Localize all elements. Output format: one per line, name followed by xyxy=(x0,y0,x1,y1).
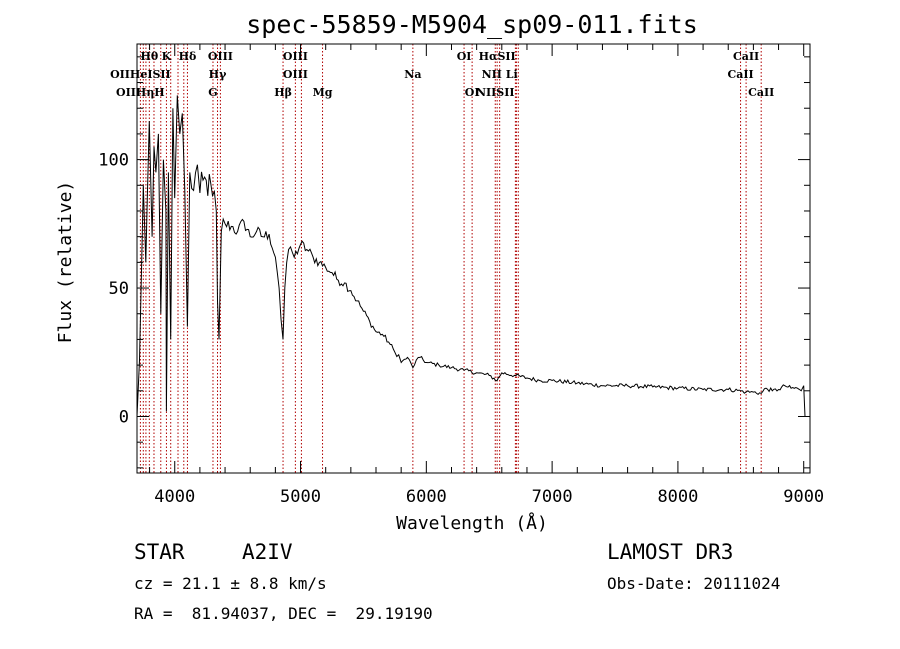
y-axis-label: Flux (relative) xyxy=(55,181,76,344)
x-tick-label: 9000 xyxy=(783,487,824,507)
x-tick-label: 8000 xyxy=(657,487,698,507)
object-class: STAR xyxy=(134,540,185,564)
y-tick-label: 50 xyxy=(109,279,129,299)
redshift-readout: cz = 21.1 ± 8.8 km/s xyxy=(134,574,327,593)
line-label: OI xyxy=(465,86,480,99)
y-tick-label: 100 xyxy=(98,151,129,171)
line-label: Hδ xyxy=(179,50,197,63)
line-label: Hθ xyxy=(140,50,158,63)
x-tick-label: 4000 xyxy=(154,487,195,507)
observation-date: Obs-Date: 20111024 xyxy=(607,574,781,593)
line-label: Na xyxy=(404,68,421,81)
line-label: NII Li xyxy=(482,68,518,81)
emission-line-markers xyxy=(139,44,762,473)
x-tick-label: 5000 xyxy=(280,487,321,507)
line-label: CaII xyxy=(733,50,759,63)
y-tick-label: 0 xyxy=(119,407,129,427)
line-label: OIII xyxy=(283,68,308,81)
spectrum-line xyxy=(136,95,806,417)
line-label: G xyxy=(208,86,217,99)
x-tick-label: 7000 xyxy=(532,487,573,507)
line-label: CaII xyxy=(748,86,774,99)
coordinates-readout: RA = 81.94037, DEC = 29.19190 xyxy=(134,604,433,623)
line-label: OIII xyxy=(283,50,308,63)
plot-frame xyxy=(136,43,811,474)
emission-line-labels: Hθ K Hδ OIII OIII OI HαSII CaII OIIHeISII Hγ OIII N… xyxy=(110,50,774,99)
line-label: Hγ xyxy=(209,68,227,81)
x-axis-label: Wavelength (Å) xyxy=(396,512,548,534)
line-label: OIIHeISII xyxy=(110,68,171,81)
axis-ticks: 4000 5000 6000 7000 8000 9000 0 50 100 xyxy=(98,44,824,507)
line-label: NIISII xyxy=(476,86,515,99)
line-label: HαSII xyxy=(479,50,516,63)
x-tick-label: 6000 xyxy=(406,487,447,507)
survey-name: LAMOST DR3 xyxy=(607,540,734,564)
line-label: K xyxy=(162,50,172,63)
object-subclass: A2IV xyxy=(242,540,293,564)
line-label: OIIHηH xyxy=(116,86,165,99)
line-label: OIII xyxy=(208,50,233,63)
line-label: OI xyxy=(457,50,472,63)
chart-title: spec-55859-M5904_sp09-011.fits xyxy=(246,10,698,39)
spectrum-series xyxy=(136,95,806,417)
line-label: CaII xyxy=(727,68,753,81)
line-label: Hβ xyxy=(274,86,292,99)
line-label: Mg xyxy=(313,86,333,99)
